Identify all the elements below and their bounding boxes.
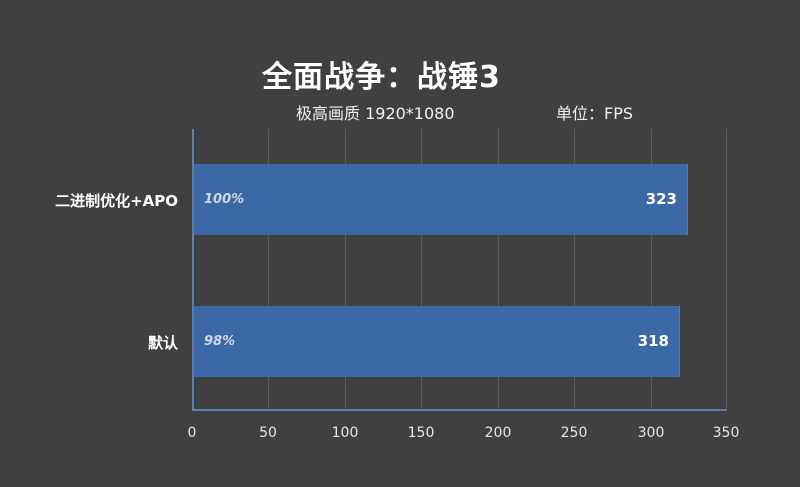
x-tick-label: 150	[407, 425, 435, 441]
bar-value-label: 318	[637, 332, 669, 350]
x-tick-label: 0	[187, 425, 197, 441]
gridline	[421, 129, 422, 411]
chart-title: 全面战争：战锤3	[262, 60, 501, 95]
x-axis	[192, 409, 727, 411]
x-tick-label: 50	[259, 425, 277, 441]
bar-optimized-apo: 100% 323	[193, 164, 687, 235]
unit-label: 单位：FPS	[556, 104, 634, 123]
bar-default: 98% 318	[193, 306, 679, 377]
x-tick-label: 350	[712, 425, 740, 441]
category-label: 二进制优化+APO	[55, 192, 178, 210]
x-tick-label: 300	[637, 425, 665, 441]
x-tick-label: 200	[484, 425, 512, 441]
gridline	[268, 129, 269, 411]
gridline	[574, 129, 575, 411]
bar-percent-label: 100%	[204, 192, 245, 207]
gridline	[651, 129, 652, 411]
category-label: 默认	[147, 334, 178, 352]
plot-area: 100% 323 98% 318	[192, 129, 727, 411]
y-axis	[192, 129, 194, 411]
bar-value-label: 323	[645, 190, 677, 208]
x-tick-label: 250	[560, 425, 588, 441]
bar-percent-label: 98%	[204, 334, 236, 349]
chart-subtitle: 极高画质 1920*1080	[296, 104, 455, 123]
gridline	[498, 129, 499, 411]
x-tick-label: 100	[331, 425, 359, 441]
gridline	[726, 129, 727, 411]
gridline	[345, 129, 346, 411]
